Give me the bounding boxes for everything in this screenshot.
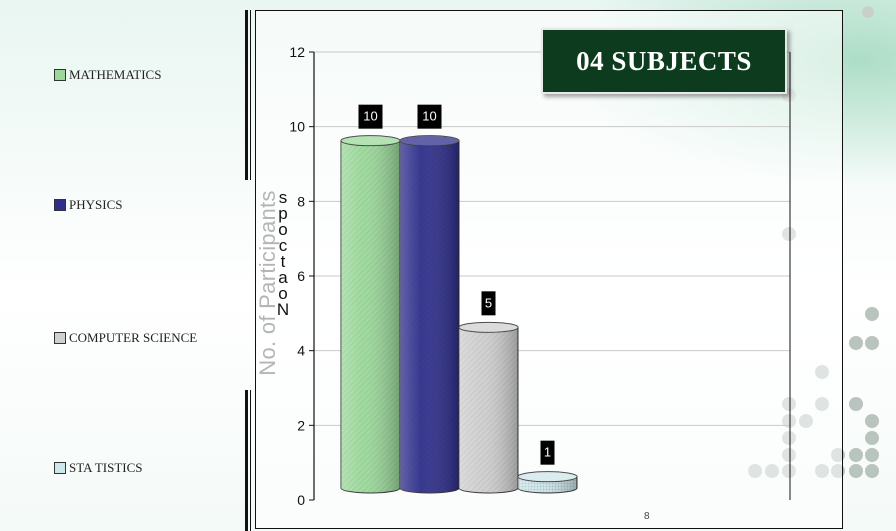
data-label-box	[358, 104, 383, 129]
y-tick-label: 10	[289, 119, 305, 135]
legend-label: PHYSICS	[69, 197, 123, 212]
divider-line	[250, 390, 251, 531]
dot-icon	[849, 448, 863, 462]
divider-line	[245, 10, 248, 180]
bar-physics	[399, 135, 460, 494]
y-tick-label: 0	[297, 492, 305, 508]
bar-statistics	[517, 471, 578, 494]
legend-item-mathematics: MATHEMATICS	[54, 67, 161, 83]
dot-icon	[849, 464, 863, 478]
legend-swatch	[54, 462, 66, 474]
bar-mathematics	[340, 135, 401, 494]
data-label-box	[540, 440, 555, 465]
divider-line	[245, 390, 248, 531]
dot-icon	[862, 6, 874, 18]
dot-icon	[865, 307, 879, 321]
y-tick-label: 4	[297, 343, 305, 359]
legend-swatch	[54, 69, 66, 81]
legend: MATHEMATICS PHYSICS COMPUTER SCIENCE STA…	[0, 0, 245, 531]
y-tick-label: 2	[297, 417, 305, 433]
dot-icon	[865, 448, 879, 462]
legend-item-physics: PHYSICS	[54, 197, 122, 213]
y-tick-label: 8	[297, 193, 305, 209]
dot-icon	[865, 464, 879, 478]
y-tick-label: 12	[289, 44, 305, 60]
legend-label: MATHEMATICS	[69, 67, 162, 82]
legend-label: COMPUTER SCIENCE	[69, 330, 198, 345]
legend-swatch	[54, 199, 66, 211]
bar-computer-science	[458, 321, 519, 494]
data-label: 10	[422, 109, 436, 124]
data-label: 10	[363, 109, 377, 124]
data-label: 1	[544, 445, 551, 460]
dot-icon	[865, 431, 879, 445]
legend-item-computer-science: COMPUTER SCIENCE	[54, 330, 197, 346]
data-label: 5	[485, 295, 492, 310]
dot-icon	[849, 397, 863, 411]
chart-title: 04 SUBJECTS	[541, 28, 787, 94]
dot-icon	[865, 336, 879, 350]
legend-swatch	[54, 332, 66, 344]
legend-label: STA TISTICS	[69, 460, 143, 475]
y-tick-label: 6	[297, 268, 305, 284]
divider-line	[250, 10, 251, 180]
dot-icon	[849, 336, 863, 350]
data-label-box	[481, 291, 496, 316]
legend-item-statistics: STA TISTICS	[54, 460, 143, 476]
data-label-box	[417, 104, 442, 129]
page-number: 8	[644, 511, 650, 522]
dot-icon	[865, 414, 879, 428]
